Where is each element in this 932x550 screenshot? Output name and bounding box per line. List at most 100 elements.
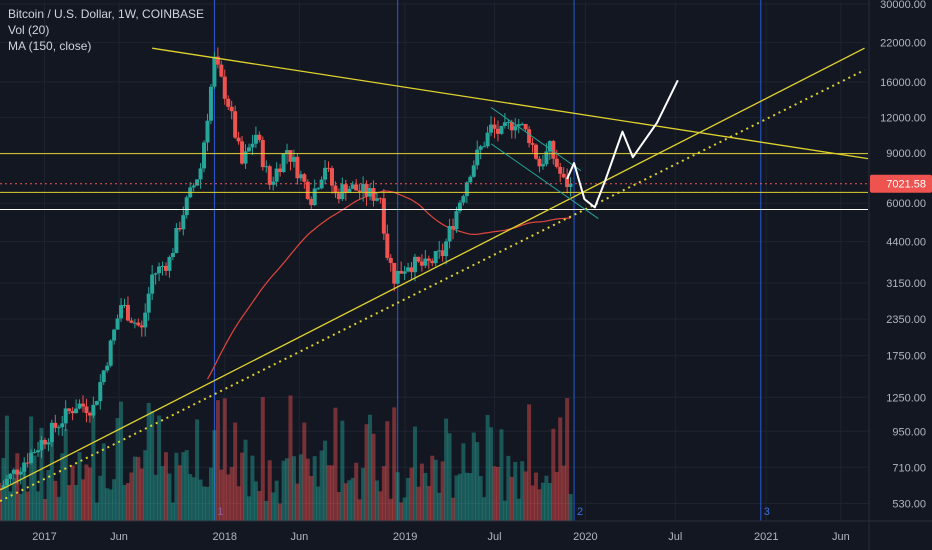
volume-bar [426,485,431,521]
volume-bar [388,498,393,521]
volume-bar [167,473,172,521]
volume-bar [540,482,545,521]
volume-bar [544,475,549,521]
candle-body [226,98,231,107]
volume-bar [409,467,414,521]
volume-bar [132,456,137,521]
candle-body [222,76,227,99]
symbol-title[interactable]: Bitcoin / U.S. Dollar, 1W, COINBASE [8,7,205,21]
candle-body [112,329,117,341]
volume-bar [475,442,480,521]
price-axis-label: 4400.00 [886,237,926,249]
volume-bar [139,468,144,521]
volume-bar [385,421,390,521]
volume-bar [534,472,539,521]
volume-bar [174,452,179,521]
candle-body [492,124,497,129]
candle-body [495,128,500,134]
price-axis-label: 22000.00 [880,37,926,49]
volume-bar [281,460,286,521]
volume-bar [146,403,151,521]
candle-body [267,166,272,185]
volume-indicator-label[interactable]: Vol (20) [8,23,50,37]
candle-body [264,166,269,168]
volume-bar [444,418,449,521]
candle-body [447,226,452,242]
volume-bar [392,407,397,521]
candle-body [215,56,220,65]
volume-bar [188,474,193,521]
candle-body [233,111,238,138]
price-axis-label: 6000.00 [886,198,926,210]
candle-body [340,184,345,200]
candle-body [357,190,362,192]
volume-bar [381,466,386,521]
candle-body [312,188,317,206]
current-price-label: 7021.58 [886,179,926,191]
candle-body [419,261,424,266]
volume-bar [15,453,20,521]
price-axis-label: 710.00 [892,462,926,474]
candle-body [374,198,379,201]
volume-bar [378,491,383,521]
volume-bar [547,483,552,521]
candle-body [132,322,137,324]
moving-average-line [206,190,571,380]
candle-body [395,270,400,284]
volume-bar [63,428,68,521]
volume-bar [454,475,459,521]
candle-body [298,174,303,179]
candle-body [243,151,248,164]
volume-bar [115,418,120,521]
volume-bar [537,489,542,521]
volume-bar [233,422,238,521]
volume-bar [419,463,424,521]
volume-bar [551,428,556,521]
volume-bar [108,489,113,521]
trendline [0,69,865,503]
candle-body [336,193,341,200]
candle-body [278,168,283,173]
candle-body [170,253,175,257]
volume-bar [101,443,106,521]
trendline [152,47,869,160]
volume-bar [195,419,200,521]
price-axis-label: 2350.00 [886,314,926,326]
candle-body [115,318,120,330]
candle-body [146,293,151,313]
candle-body [430,260,435,264]
volume-bar [478,476,483,521]
volume-bar [250,455,255,521]
volume-bar [364,424,369,521]
volume-bar [509,476,514,521]
candle-body [464,182,469,197]
volume-bar [319,450,324,521]
volume-bar [53,480,58,521]
cycle-marker-label: 1 [217,506,223,518]
volume-bar [112,479,117,521]
cycle-marker-label: 3 [764,506,770,518]
volume-bar [495,466,500,521]
candle-body [184,197,189,216]
candle-body [489,124,494,133]
candle-body [274,168,279,182]
candle-body [94,401,99,405]
volume-bar [457,473,462,521]
price-axis-label: 3150.00 [886,278,926,290]
candle-body [371,188,376,201]
volume-bar [77,452,82,521]
candle-body [326,167,331,169]
candle-body [77,403,82,409]
volume-bar [170,502,175,521]
time-axis-label: Jun [291,531,309,543]
volume-bar [530,485,535,521]
candle-body [364,184,369,197]
volume-bar [554,471,559,521]
volume-bar [208,467,213,521]
moving-average-label[interactable]: MA (150, close) [8,39,92,53]
projection-drawing [566,79,679,209]
volume-bar [8,491,13,521]
candle-body [523,123,528,130]
volume-bar [253,481,258,521]
